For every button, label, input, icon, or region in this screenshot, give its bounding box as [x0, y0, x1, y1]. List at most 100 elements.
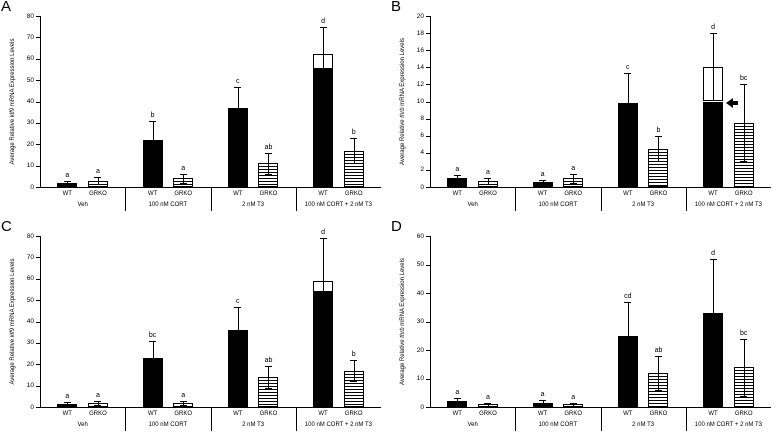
treatment-group-label: 100 nM CORT — [148, 202, 188, 208]
y-axis-tick-label: 0 — [420, 403, 424, 411]
genotype-label: WT — [537, 191, 548, 197]
y-axis-tick — [36, 122, 40, 124]
genotype-label: WT — [62, 411, 72, 417]
y-axis-tick-label: 50 — [416, 261, 424, 268]
y-axis-tick-label: 60 — [416, 232, 424, 240]
error-bar-line — [152, 340, 154, 375]
error-bar-cap — [149, 374, 157, 376]
y-axis-tick — [36, 187, 40, 188]
bar-wt-solid — [617, 103, 638, 187]
treatment-group-label: Veh — [77, 422, 88, 428]
group-separator — [685, 187, 687, 211]
y-axis-line — [40, 236, 41, 407]
panel-A: A Average Relative klf9 mRNA Expression L… — [0, 0, 389, 219]
error-bar-cap — [264, 152, 272, 154]
error-bar-line — [237, 86, 239, 130]
y-axis-tick-label: 40 — [26, 98, 34, 105]
genotype-label: WT — [452, 411, 462, 417]
genotype-label: GRKO — [259, 191, 278, 197]
group-separator — [600, 407, 602, 431]
y-axis-tick — [36, 144, 40, 146]
error-bar-cap — [149, 340, 157, 342]
group-separator — [515, 187, 517, 211]
group-separator — [125, 407, 127, 431]
y-axis-tick — [426, 84, 430, 86]
genotype-label: WT — [537, 411, 548, 417]
genotype-label: WT — [233, 191, 243, 197]
y-axis-tick-label: 30 — [26, 339, 34, 347]
genotype-label: GRKO — [649, 411, 668, 417]
y-axis-line — [40, 16, 41, 187]
y-axis-tick — [36, 80, 40, 82]
error-bar-cap — [740, 338, 748, 340]
error-bar-cap — [319, 323, 327, 325]
genotype-label: WT — [623, 191, 633, 197]
error-bar-line — [542, 180, 544, 184]
error-bar-line — [457, 398, 459, 405]
treatment-group-label: 2 nM T3 — [632, 202, 655, 208]
y-axis-tick — [36, 101, 40, 103]
error-bar-cap — [484, 402, 492, 404]
y-axis-tick-label: 18 — [416, 29, 424, 37]
error-bar-cap — [264, 174, 272, 176]
error-bar-cap — [234, 86, 242, 88]
error-bar-cap — [539, 405, 547, 407]
significance-letter: a — [455, 389, 460, 397]
genotype-label: GRKO — [649, 191, 668, 197]
y-axis-tick — [36, 16, 40, 17]
y-axis-tick — [426, 293, 430, 294]
bar-wt-solid — [142, 357, 163, 407]
y-axis-tick-label: 10 — [416, 375, 424, 382]
genotype-label: WT — [623, 411, 633, 417]
error-bar-cap — [319, 26, 327, 28]
significance-letter: d — [321, 17, 325, 25]
panel-letter: C — [1, 218, 12, 235]
significance-letter: c — [236, 77, 240, 85]
error-bar-cap — [484, 405, 492, 407]
y-axis-tick-label: 6 — [420, 132, 424, 140]
genotype-label: WT — [318, 191, 328, 197]
error-bar-cap — [709, 101, 717, 103]
error-bar-cap — [569, 174, 577, 176]
treatment-group-label: Veh — [77, 202, 88, 208]
error-bar-cap — [350, 381, 358, 383]
error-bar-line — [487, 402, 489, 406]
treatment-group-label: 100 nM CORT — [538, 422, 578, 428]
significance-letter: bc — [740, 75, 748, 83]
y-axis-tick — [36, 278, 40, 280]
significance-letter: c — [626, 64, 630, 72]
genotype-label: WT — [147, 191, 158, 197]
error-bar-line — [658, 355, 660, 390]
y-axis-tick — [36, 37, 40, 39]
y-axis-tick — [426, 236, 430, 237]
treatment-group-label: 100 nM CORT + 2 nM T3 — [304, 202, 372, 208]
significance-letter: a — [96, 391, 100, 399]
y-axis-tick — [426, 16, 430, 17]
error-bar-cap — [484, 178, 492, 180]
error-bar-line — [237, 306, 239, 354]
significance-letter: b — [351, 128, 356, 136]
y-axis-tick-label: 14 — [416, 63, 424, 71]
error-bar-line — [323, 26, 325, 83]
significance-letter: c — [236, 297, 240, 305]
y-axis-tick-label: 60 — [26, 55, 34, 63]
y-axis-tick — [426, 378, 430, 380]
genotype-label: GRKO — [259, 411, 278, 417]
error-bar-cap — [453, 181, 461, 183]
error-bar-cap — [624, 133, 632, 135]
y-axis-label: Average Relative klf9 mRNA Expression Le… — [10, 38, 16, 165]
treatment-group-label: 100 nM CORT + 2 nM T3 — [304, 422, 372, 428]
error-bar-cap — [569, 182, 577, 184]
error-bar-cap — [63, 184, 71, 186]
y-axis-tick — [36, 321, 40, 323]
error-bar-cap — [94, 183, 102, 185]
error-bar-line — [542, 399, 544, 406]
y-axis-tick-label: 20 — [416, 12, 424, 20]
genotype-label: GRKO — [479, 191, 497, 197]
y-axis-tick — [426, 187, 430, 188]
genotype-label: GRKO — [564, 411, 583, 417]
significance-letter: a — [571, 393, 576, 401]
error-bar-line — [353, 359, 355, 382]
genotype-label: GRKO — [734, 411, 753, 417]
error-bar-cap — [624, 369, 632, 371]
